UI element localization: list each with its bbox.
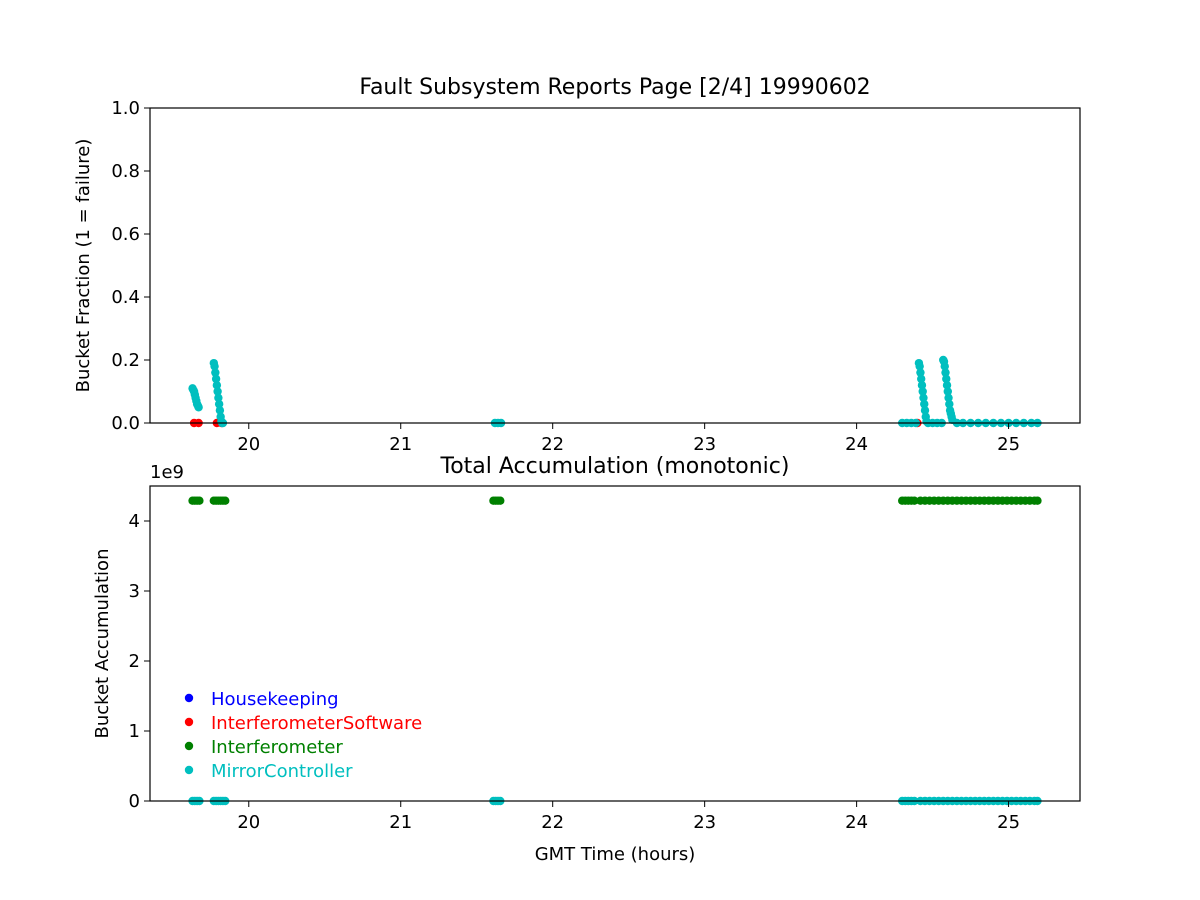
top-chart-ytick-label-4: 0.8	[111, 161, 140, 182]
top-chart-point-MirrorController-34	[918, 387, 927, 396]
top-chart-point-MirrorController-47	[941, 368, 950, 377]
top-chart-xticks: 20 21 22 23 24 25	[237, 423, 1020, 455]
bottom-chart-xtick-label-5: 25	[997, 812, 1020, 833]
top-chart-point-MirrorController-14	[213, 387, 222, 396]
top-chart-ytick-label-0: 0.0	[111, 413, 140, 434]
bottom-chart-point-Interferometer-9	[221, 496, 230, 505]
top-chart-point-MirrorController-46	[940, 362, 949, 371]
top-chart-point-MirrorController-8	[194, 403, 203, 412]
top-chart-point-MirrorController-13	[212, 381, 222, 390]
top-chart-ytick-label-5: 1.0	[111, 98, 140, 119]
top-chart-point-MirrorController-49	[942, 381, 952, 390]
top-chart-point-MirrorController-15	[214, 393, 223, 402]
top-chart-point-MirrorController-32	[917, 374, 926, 384]
top-chart-ylabel: Bucket Fraction (1 = failure)	[73, 139, 94, 393]
top-chart-xtick-label-2: 22	[541, 434, 564, 455]
top-chart: Fault Subsystem Reports Page [2/4] 19990…	[73, 75, 1081, 455]
bottom-chart-title: Total Accumulation (monotonic)	[440, 454, 790, 479]
bottom-chart: Total Accumulation (monotonic) 1e9 20 21 2…	[92, 454, 1081, 865]
bottom-chart-ytick-label-0: 0	[129, 791, 140, 812]
top-chart-point-MirrorController-12	[211, 374, 221, 384]
bottom-chart-ytick-label-3: 3	[129, 581, 140, 602]
top-chart-point-MirrorController-30	[915, 362, 924, 371]
top-chart-xtick-label-5: 25	[997, 434, 1020, 455]
top-chart-ytick-label-3: 0.6	[111, 224, 140, 245]
top-chart-title: Fault Subsystem Reports Page [2/4] 19990…	[359, 75, 870, 100]
top-chart-yticks: 0.0 0.2 0.4 0.6 0.8 1.0	[111, 98, 150, 434]
top-chart-point-MirrorController-37	[920, 406, 930, 415]
top-chart-frame	[149, 107, 1081, 424]
top-chart-xtick-label-4: 24	[845, 434, 868, 455]
top-chart-point-MirrorController-11	[211, 368, 220, 377]
top-chart-xtick-label-0: 20	[237, 434, 260, 455]
bottom-chart-point-Interferometer-18	[910, 496, 919, 505]
legend-label-0: Housekeeping	[211, 689, 339, 710]
top-chart-point-MirrorController-17	[215, 406, 225, 415]
legend-marker-0	[184, 693, 194, 703]
legend-label-3: MirrorController	[211, 761, 353, 782]
top-chart-point-MirrorController-33	[917, 381, 927, 390]
bottom-chart-point-Interferometer-3	[195, 496, 204, 505]
top-chart-point-MirrorController-52	[945, 399, 954, 409]
top-chart-point-MirrorController-50	[943, 387, 952, 396]
legend-label-2: Interferometer	[211, 737, 343, 758]
top-chart-xtick-label-3: 23	[693, 434, 716, 455]
top-chart-point-MirrorController-48	[942, 374, 951, 384]
bottom-chart-ytick-label-2: 2	[129, 651, 140, 672]
bottom-chart-point-Interferometer-13	[496, 496, 505, 505]
legend-label-1: InterferometerSoftware	[211, 713, 422, 734]
top-chart-xtick-label-1: 21	[389, 434, 412, 455]
top-chart-point-MirrorController-10	[210, 362, 219, 371]
bottom-chart-ytick-label-4: 4	[129, 511, 140, 532]
bottom-chart-point-Interferometer-45	[1033, 496, 1042, 505]
bottom-chart-xtick-label-2: 22	[541, 812, 564, 833]
bottom-chart-yticks: 0 1 2 3 4	[129, 511, 150, 812]
legend: Housekeeping InterferometerSoftware Interf…	[184, 689, 422, 782]
top-chart-point-MirrorController-51	[944, 393, 953, 402]
top-chart-point-MirrorController-16	[214, 399, 224, 409]
legend-marker-2	[184, 741, 194, 751]
legend-marker-1	[184, 717, 194, 727]
top-chart-point-MirrorController-31	[916, 368, 925, 377]
top-chart-ytick-label-2: 0.4	[111, 287, 140, 308]
legend-marker-3	[184, 765, 194, 775]
bottom-chart-frame	[149, 485, 1081, 802]
bottom-chart-xtick-label-1: 21	[389, 812, 412, 833]
bottom-chart-offset-label: 1e9	[150, 462, 184, 483]
top-chart-ytick-label-1: 0.2	[111, 350, 140, 371]
top-chart-point-MirrorController-35	[919, 393, 928, 402]
top-chart-point-MirrorController-36	[920, 399, 929, 409]
bottom-chart-xtick-label-4: 24	[845, 812, 868, 833]
bottom-chart-xticks: 20 21 22 23 24 25	[237, 801, 1020, 833]
bottom-chart-ytick-label-1: 1	[129, 721, 140, 742]
bottom-chart-ylabel: Bucket Accumulation	[92, 549, 113, 739]
bottom-chart-xlabel: GMT Time (hours)	[535, 844, 696, 865]
bottom-chart-xtick-label-3: 23	[693, 812, 716, 833]
bottom-chart-xtick-label-0: 20	[237, 812, 260, 833]
